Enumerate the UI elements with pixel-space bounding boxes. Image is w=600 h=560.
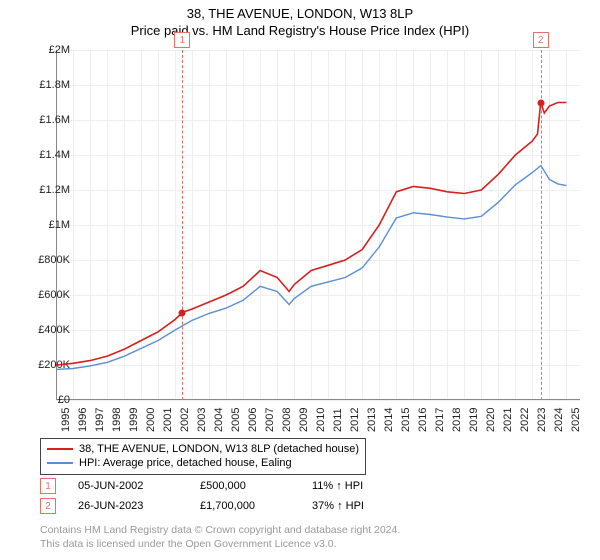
x-axis-tick-label: 2012 bbox=[349, 408, 361, 432]
sale-marker-icon: 1 bbox=[174, 32, 190, 48]
sale-marker-icon: 2 bbox=[40, 498, 56, 514]
series-line-hpi bbox=[56, 166, 566, 370]
sale-date: 26-JUN-2023 bbox=[78, 500, 178, 512]
legend: 38, THE AVENUE, LONDON, W13 8LP (detache… bbox=[40, 438, 366, 475]
legend-label: 38, THE AVENUE, LONDON, W13 8LP (detache… bbox=[79, 442, 359, 456]
x-axis-tick-label: 2010 bbox=[315, 408, 327, 432]
x-axis-tick-label: 2006 bbox=[247, 408, 259, 432]
x-axis-tick-label: 1995 bbox=[60, 408, 72, 432]
x-axis-tick-label: 2015 bbox=[400, 408, 412, 432]
x-axis-tick-label: 2007 bbox=[264, 408, 276, 432]
x-axis-tick-label: 1999 bbox=[128, 408, 140, 432]
sale-marker-icon: 2 bbox=[533, 32, 549, 48]
legend-label: HPI: Average price, detached house, Eali… bbox=[79, 456, 292, 470]
x-axis-tick-label: 2001 bbox=[162, 408, 174, 432]
title-line2: Price paid vs. HM Land Registry's House … bbox=[0, 23, 600, 40]
sale-marker-icon: 1 bbox=[40, 478, 56, 494]
grid-line-horizontal bbox=[56, 400, 580, 401]
x-axis-tick-label: 1996 bbox=[77, 408, 89, 432]
legend-item: HPI: Average price, detached house, Eali… bbox=[47, 456, 359, 470]
legend-item: 38, THE AVENUE, LONDON, W13 8LP (detache… bbox=[47, 442, 359, 456]
x-axis-tick-label: 2005 bbox=[230, 408, 242, 432]
x-axis-tick-label: 2011 bbox=[332, 408, 344, 432]
footer-line1: Contains HM Land Registry data © Crown c… bbox=[40, 524, 400, 538]
sale-price: £500,000 bbox=[200, 480, 290, 492]
sale-data-point bbox=[179, 309, 186, 316]
footer-line2: This data is licensed under the Open Gov… bbox=[40, 538, 400, 552]
chart-title: 38, THE AVENUE, LONDON, W13 8LP Price pa… bbox=[0, 0, 600, 40]
chart-plot-area: 12 bbox=[56, 50, 580, 400]
x-axis-tick-label: 2013 bbox=[366, 408, 378, 432]
x-axis-tick-label: 2021 bbox=[502, 408, 514, 432]
x-axis-tick-label: 2003 bbox=[196, 408, 208, 432]
x-axis-tick-label: 2019 bbox=[468, 408, 480, 432]
x-axis-tick-label: 1998 bbox=[111, 408, 123, 432]
x-axis-tick-label: 2023 bbox=[536, 408, 548, 432]
x-axis-tick-label: 1997 bbox=[94, 408, 106, 432]
x-axis-tick-label: 2004 bbox=[213, 408, 225, 432]
legend-swatch bbox=[47, 462, 73, 464]
x-axis-tick-label: 2018 bbox=[451, 408, 463, 432]
sale-row: 2 26-JUN-2023 £1,700,000 37% ↑ HPI bbox=[40, 498, 364, 514]
sale-date: 05-JUN-2002 bbox=[78, 480, 178, 492]
title-line1: 38, THE AVENUE, LONDON, W13 8LP bbox=[0, 6, 600, 23]
x-axis-tick-label: 2009 bbox=[298, 408, 310, 432]
sale-reference-line bbox=[182, 50, 183, 400]
sale-pct: 37% ↑ HPI bbox=[312, 500, 364, 512]
x-axis-tick-label: 2020 bbox=[485, 408, 497, 432]
chart-series bbox=[56, 50, 580, 400]
sale-data-point bbox=[537, 99, 544, 106]
sale-pct: 11% ↑ HPI bbox=[312, 480, 363, 492]
x-axis-tick-label: 2025 bbox=[570, 408, 582, 432]
x-axis-tick-label: 2008 bbox=[281, 408, 293, 432]
x-axis-tick-label: 2000 bbox=[145, 408, 157, 432]
sale-price: £1,700,000 bbox=[200, 500, 290, 512]
x-axis-tick-label: 2016 bbox=[417, 408, 429, 432]
x-axis-tick-label: 2017 bbox=[434, 408, 446, 432]
legend-swatch bbox=[47, 448, 73, 450]
footer-text: Contains HM Land Registry data © Crown c… bbox=[40, 524, 400, 551]
x-axis-tick-label: 2002 bbox=[179, 408, 191, 432]
x-axis-tick-label: 2022 bbox=[519, 408, 531, 432]
series-line-price_paid bbox=[56, 103, 566, 366]
sale-row: 1 05-JUN-2002 £500,000 11% ↑ HPI bbox=[40, 478, 363, 494]
x-axis-tick-label: 2024 bbox=[553, 408, 565, 432]
x-axis-tick-label: 2014 bbox=[383, 408, 395, 432]
